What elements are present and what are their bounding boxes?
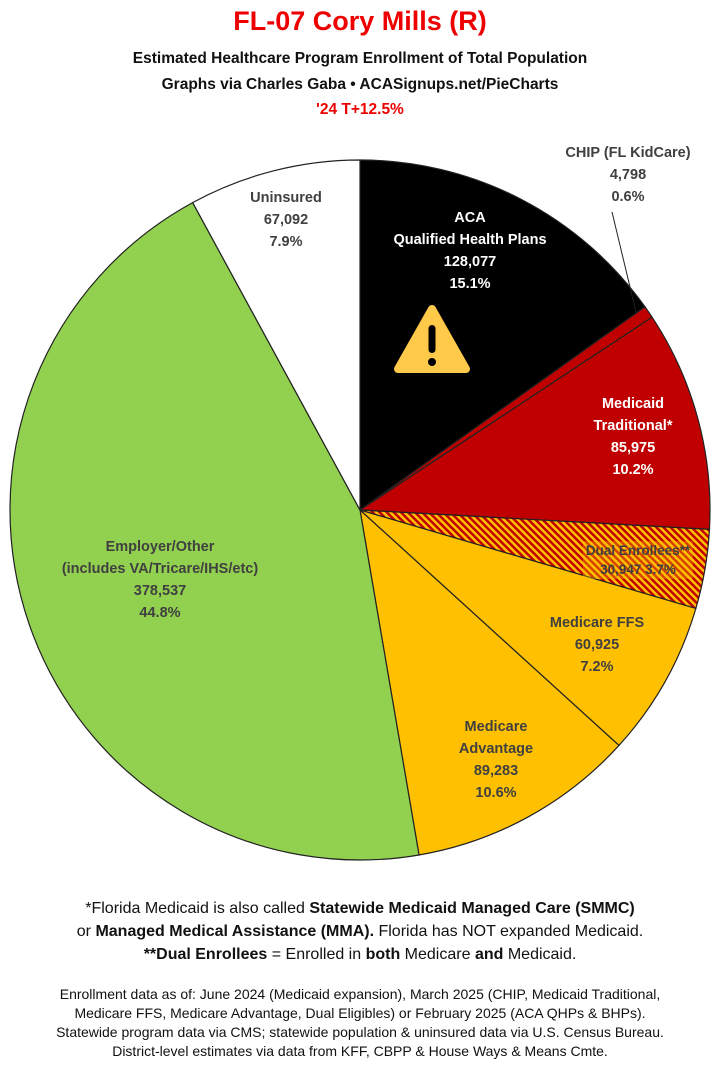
slice-label-name: ACA <box>454 210 486 226</box>
chip-leader-line <box>611 211 637 313</box>
pie-slice-medicaid-traditional <box>358 316 711 530</box>
slice-label-name: Traditional* <box>593 418 673 434</box>
note-text: = Enrolled in <box>267 946 366 963</box>
slice-label-name: Medicaid <box>601 396 665 412</box>
note-text: Statewide Medicaid Managed Care (SMMC) <box>309 900 635 917</box>
slice-label-percent: 15.1% <box>449 276 491 292</box>
source-line: District-level estimates via data from K… <box>112 1043 608 1059</box>
chart-title: FL-07 Cory Mills (R) <box>233 6 487 36</box>
slice-label-value: 378,537 <box>133 583 187 599</box>
pie-chart <box>9 159 711 861</box>
slice-label-value: 4,798 <box>609 167 647 183</box>
note-text: or <box>76 923 96 940</box>
slice-label-dual-enrollees: Dual Enrollees** 30,947 3.7% <box>582 541 694 579</box>
slice-label-percent: 44.8% <box>139 605 181 621</box>
pie-slice-medicare-ffs <box>359 509 697 747</box>
footnotes: *Florida Medicaid is also called Statewi… <box>0 897 720 966</box>
slice-label-value: 30,947 <box>600 562 642 577</box>
note-text: Florida has NOT expanded Medicaid. <box>374 923 644 940</box>
source-line: Medicare FFS, Medicare Advantage, Dual E… <box>74 1005 646 1021</box>
note-text: Managed Medical Assistance (MMA). <box>95 923 375 940</box>
note-text: and <box>474 946 504 963</box>
warning-triangle-icon <box>394 305 470 373</box>
slice-label-name: Medicare <box>464 719 528 735</box>
note-text: Medicaid. <box>503 946 577 963</box>
note-text: both <box>365 946 401 963</box>
source-line: Enrollment data as of: June 2024 (Medica… <box>59 986 661 1002</box>
slice-label-name: CHIP (FL KidCare) <box>565 145 691 161</box>
pie-slice-uninsured <box>191 159 361 511</box>
footnote-medicaid-names: *Florida Medicaid is also called Statewi… <box>0 897 720 920</box>
slice-label-percent: 10.2% <box>612 462 654 478</box>
slice-label-name: Employer/Other <box>105 539 215 555</box>
chart-scenario: '24 T+12.5% <box>316 101 404 118</box>
slice-label-medicare-ffs: Medicare FFS 60,925 7.2% <box>550 612 644 678</box>
note-text: **Dual Enrollees <box>143 946 268 963</box>
pie-slice-employer-other <box>9 201 420 861</box>
slice-label-value: 85,975 <box>610 440 656 456</box>
slice-label-name: Advantage <box>458 741 534 757</box>
slice-label-aca: ACA Qualified Health Plans 128,077 15.1% <box>393 207 546 295</box>
slice-label-name: Dual Enrollees** <box>585 543 691 558</box>
pie-slice-medicare-advantage <box>359 508 620 856</box>
slice-label-value: 128,077 <box>443 254 497 270</box>
slice-label-uninsured: Uninsured 67,092 7.9% <box>250 187 322 253</box>
footnote-dual: **Dual Enrollees = Enrolled in both Medi… <box>0 943 720 966</box>
slice-label-name: (includes VA/Tricare/IHS/etc) <box>61 561 259 577</box>
slice-label-value: 67,092 <box>263 212 309 228</box>
note-text: *Florida Medicaid is also called <box>85 900 310 917</box>
sources: Enrollment data as of: June 2024 (Medica… <box>0 985 720 1061</box>
slice-label-employer-other: Employer/Other (includes VA/Tricare/IHS/… <box>62 536 258 624</box>
slice-label-value: 89,283 <box>473 763 519 779</box>
source-line: Statewide program data via CMS; statewid… <box>56 1024 664 1040</box>
slice-label-name: Qualified Health Plans <box>393 232 547 248</box>
chart-subtitle: Estimated Healthcare Program Enrollment … <box>132 50 588 67</box>
slice-label-name: Uninsured <box>250 190 322 206</box>
slice-label-value: 60,925 <box>574 637 620 653</box>
slice-label-chip: CHIP (FL KidCare) 4,798 0.6% <box>565 142 690 208</box>
slice-label-name: Medicare FFS <box>549 615 645 631</box>
slice-label-percent: 3.7% <box>645 562 676 577</box>
slice-label-medicaid-traditional: Medicaid Traditional* 85,975 10.2% <box>594 393 673 481</box>
slice-label-medicare-advantage: Medicare Advantage 89,283 10.6% <box>459 716 533 804</box>
note-text: Medicare <box>400 946 475 963</box>
footnote-expansion: or Managed Medical Assistance (MMA). Flo… <box>0 920 720 943</box>
slice-label-percent: 7.2% <box>580 659 614 675</box>
pie-slice-aca-qualified-health-plans <box>359 159 646 512</box>
chart-credit: Graphs via Charles Gaba • ACASignups.net… <box>161 76 559 93</box>
slice-label-percent: 10.6% <box>475 785 517 801</box>
slice-label-percent: 0.6% <box>611 189 645 205</box>
slice-label-percent: 7.9% <box>269 234 303 250</box>
